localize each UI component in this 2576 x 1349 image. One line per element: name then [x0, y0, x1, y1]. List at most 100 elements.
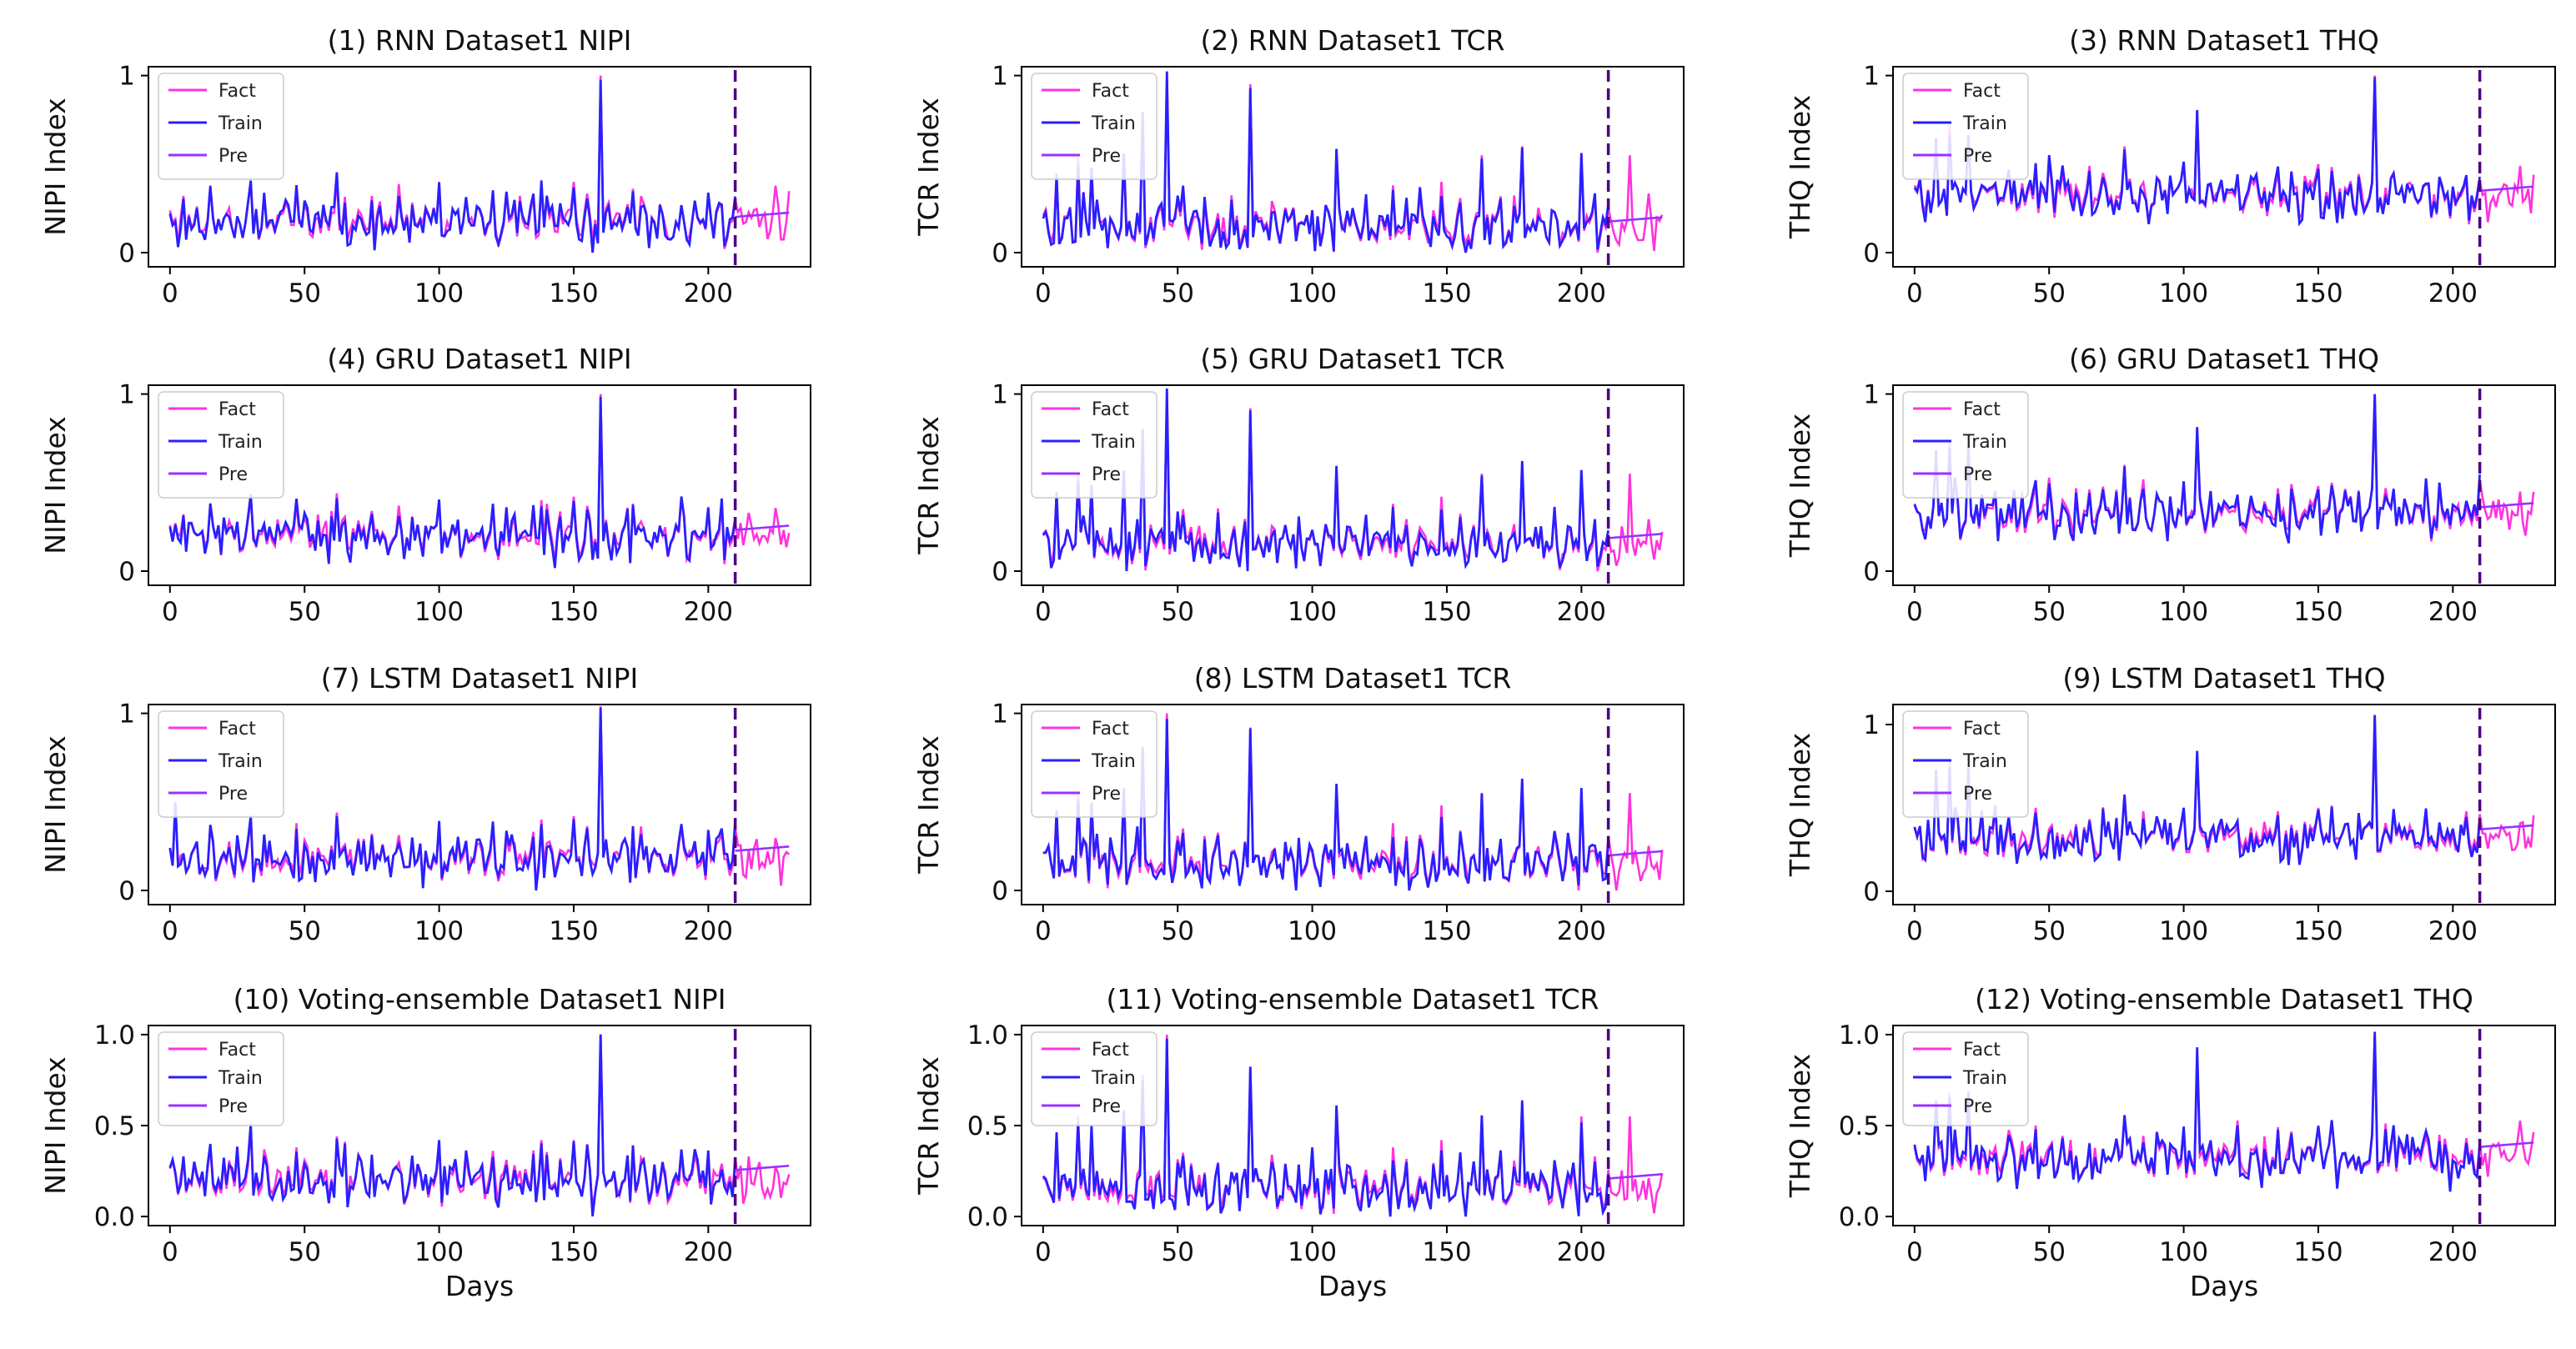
subplot-2: (2) RNN Dataset1 TCR TCR Index 0 50 100 150 20… [912, 24, 1685, 308]
y-tick-label: 0 [1863, 877, 1880, 907]
series-lines [1913, 1031, 2535, 1192]
x-tick-label: 50 [1161, 916, 1193, 946]
series-lines [1042, 388, 1664, 572]
y-tick-label: 0.0 [967, 1202, 1008, 1232]
subplot-10: (10) Voting-ensemble Dataset1 NIPI NIPI I… [39, 983, 811, 1302]
legend-label-train: Train [1091, 751, 1136, 772]
legend-label-pre: Pre [1092, 784, 1121, 805]
series-line-train [168, 396, 736, 569]
x-tick-label: 100 [1288, 1237, 1337, 1267]
legend-box [1031, 710, 1157, 818]
x-tick-label: 150 [1422, 916, 1471, 946]
y-tick-label: 0.5 [94, 1111, 135, 1141]
y-tick-label: 0 [1863, 238, 1880, 268]
x-tick-label: 200 [2428, 916, 2478, 946]
series-lines [1913, 394, 2535, 544]
x-tick-label: 200 [684, 278, 733, 308]
subplot-9: (9) LSTM Dataset1 THQ THQ Index 0 50 100 150 2… [1784, 662, 2556, 946]
y-axis-label: TCR Index [912, 1056, 945, 1196]
x-tick-label: 200 [1557, 916, 1606, 946]
subplot-title: (11) Voting-ensemble Dataset1 TCR [1107, 983, 1599, 1016]
subplot-8: (8) LSTM Dataset1 TCR TCR Index 0 50 100 150 2… [912, 662, 1685, 946]
legend-box [1902, 710, 2029, 818]
plot-frame [1892, 66, 2556, 268]
x-tick-label: 50 [1161, 1237, 1193, 1267]
subplot-title: (12) Voting-ensemble Dataset1 THQ [1975, 983, 2473, 1016]
series-line-pre [1608, 850, 1663, 857]
series-lines [168, 75, 791, 253]
y-tick-label: 0.5 [967, 1111, 1008, 1141]
series-line-train [1042, 388, 1609, 572]
plot-frame [148, 384, 811, 586]
x-tick-label: 50 [288, 597, 320, 627]
legend-label-pre: Pre [1963, 784, 1992, 805]
x-tick-label: 0 [1906, 597, 1923, 627]
x-tick-label: 200 [1557, 278, 1606, 308]
x-tick-label: 100 [414, 278, 464, 308]
legend-label-train: Train [1962, 1068, 2007, 1089]
x-tick-label: 50 [288, 916, 320, 946]
y-tick-label: 0 [118, 876, 135, 906]
plot-frame [148, 66, 811, 268]
x-tick-label: 0 [1035, 916, 1052, 946]
legend-label-pre: Pre [1963, 464, 1992, 485]
y-axis-label: NIPI Index [39, 1056, 72, 1194]
x-tick-label: 0 [1906, 278, 1923, 308]
subplot-title: (10) Voting-ensemble Dataset1 NIPI [233, 983, 726, 1016]
y-tick-label: 1.0 [967, 1021, 1008, 1051]
legend-label-train: Train [218, 751, 263, 772]
series-line-pre [735, 211, 790, 218]
series-line-train [168, 707, 736, 891]
legend-label-fact: Fact [1092, 81, 1129, 102]
y-tick-label: 0 [1863, 557, 1880, 587]
legend: Fact Train Pre [1031, 710, 1157, 818]
y-tick-label: 0.5 [1839, 1111, 1880, 1141]
y-tick-label: 1 [118, 380, 135, 410]
y-tick-label: 1 [992, 380, 1008, 410]
legend-label-train: Train [1091, 113, 1136, 134]
legend-label-pre: Pre [1963, 1096, 1992, 1117]
legend: Fact Train Pre [1031, 391, 1157, 499]
y-tick-label: 0 [992, 557, 1008, 587]
legend-label-train: Train [1091, 1068, 1136, 1089]
x-tick-label: 0 [162, 1237, 178, 1267]
plot-frame [1892, 704, 2556, 905]
y-tick-label: 0.0 [94, 1202, 135, 1232]
y-axis-label: TCR Index [912, 416, 945, 555]
x-tick-label: 200 [2428, 278, 2478, 308]
legend-label-train: Train [218, 1068, 263, 1089]
x-tick-label: 50 [288, 278, 320, 308]
series-line-pre [2479, 824, 2534, 830]
series-lines [168, 394, 791, 569]
y-tick-label: 1 [992, 700, 1008, 730]
subplot-title: (5) GRU Dataset1 TCR [1200, 343, 1504, 375]
x-tick-label: 50 [2032, 278, 2065, 308]
subplot-12: (12) Voting-ensemble Dataset1 THQ THQ Ind… [1784, 983, 2556, 1302]
x-tick-label: 50 [1161, 597, 1193, 627]
legend: Fact Train Pre [158, 391, 284, 499]
subplot-title: (8) LSTM Dataset1 TCR [1194, 662, 1512, 695]
plot-frame [1021, 704, 1685, 905]
series-line-pre [735, 1164, 790, 1171]
legend-label-pre: Pre [1092, 464, 1121, 485]
x-tick-label: 150 [2293, 278, 2343, 308]
legend-label-fact: Fact [1963, 1040, 2001, 1061]
series-line-train [1042, 719, 1609, 891]
subplot-6: (6) GRU Dataset1 THQ THQ Index 0 50 100 150 20… [1784, 343, 2556, 627]
legend: Fact Train Pre [1902, 1031, 2029, 1126]
y-tick-label: 1 [992, 62, 1008, 92]
x-tick-label: 100 [1288, 278, 1337, 308]
x-axis-label: Days [1318, 1270, 1387, 1302]
series-lines [1042, 71, 1664, 253]
x-tick-label: 100 [2159, 1237, 2208, 1267]
x-tick-label: 0 [1035, 1237, 1052, 1267]
x-tick-label: 150 [1422, 278, 1471, 308]
x-tick-label: 200 [684, 1237, 733, 1267]
x-tick-label: 50 [1161, 278, 1193, 308]
legend-box [158, 1031, 284, 1126]
legend-label-pre: Pre [218, 784, 248, 805]
subplot-title: (9) LSTM Dataset1 THQ [2062, 662, 2385, 695]
legend-box [1902, 1031, 2029, 1126]
plot-frame [1892, 384, 2556, 586]
y-axis-label: TCR Index [912, 98, 945, 237]
